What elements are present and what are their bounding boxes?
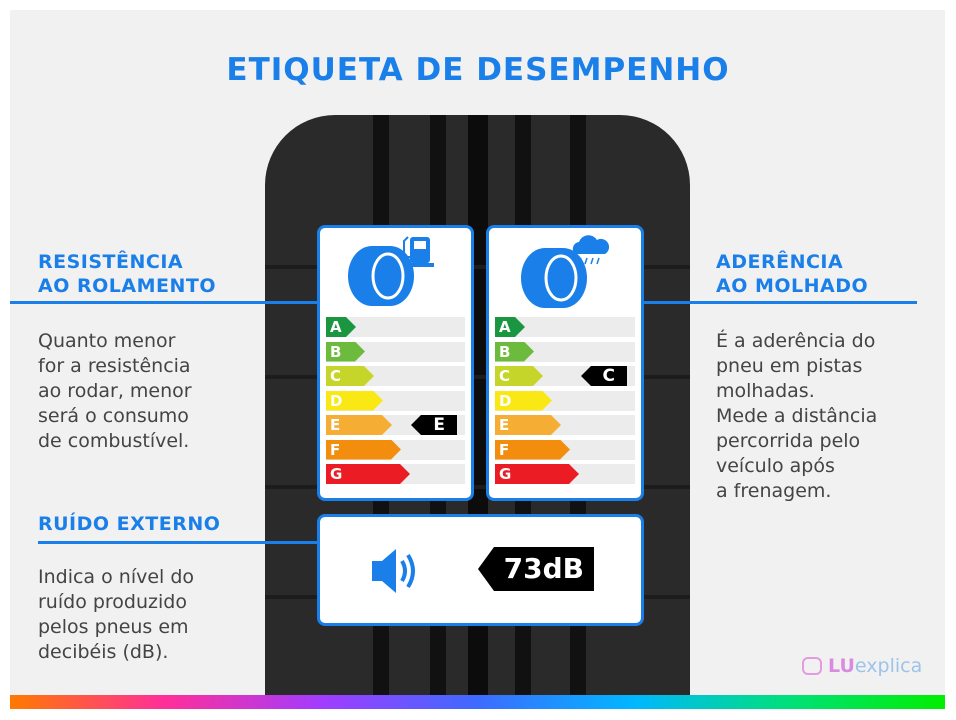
- noise-heading: RUÍDO EXTERNO: [38, 513, 221, 535]
- noise-rule: [38, 541, 320, 544]
- grade-bar-C: C: [495, 366, 543, 386]
- grade-row-B: B: [495, 341, 635, 362]
- grade-bar-F: F: [326, 440, 401, 460]
- rating-marker: E: [411, 415, 457, 435]
- wet-rule: [641, 301, 917, 304]
- rating-marker: C: [581, 366, 627, 386]
- grade-row-G: G: [326, 464, 465, 484]
- grade-bar-D: D: [495, 391, 552, 411]
- grade-bar-G: G: [495, 464, 579, 484]
- grade-row-G: G: [495, 464, 635, 484]
- grade-row-B: B: [326, 341, 465, 362]
- rolling-heading: RESISTÊNCIA AO ROLAMENTO: [38, 251, 216, 297]
- wet-description: É a aderência do pneu em pistas molhadas. M…: [716, 330, 878, 502]
- noise-description: Indica o nível do ruído produzido pelos pn…: [38, 566, 195, 663]
- tire-icon: [521, 248, 587, 308]
- grade-bar-G: G: [326, 464, 410, 484]
- lu-explica-logo: LUexplica: [802, 655, 922, 677]
- fuel-pump-icon: [403, 236, 434, 267]
- grade-row-D: D: [326, 390, 465, 411]
- grade-row-F: F: [495, 439, 635, 460]
- grade-bar-D: D: [326, 391, 383, 411]
- grade-bar-F: F: [495, 440, 570, 460]
- grade-bar-C: C: [326, 366, 374, 386]
- grade-row-C: C: [326, 366, 465, 386]
- page-title: ETIQUETA DE DESEMPENHO: [226, 52, 730, 88]
- grade-bar-B: B: [495, 342, 534, 362]
- grade-bar-E: E: [495, 415, 561, 435]
- grade-bar-B: B: [326, 342, 365, 362]
- grade-row-E: E: [495, 415, 635, 435]
- grade-bar-A: A: [326, 317, 356, 337]
- wet-heading: ADERÊNCIA AO MOLHADO: [716, 251, 869, 297]
- grade-row-F: F: [326, 439, 465, 460]
- grade-row-A: A: [495, 317, 635, 337]
- rolling-description: Quanto menor for a resistência ao rodar, m…: [38, 330, 192, 452]
- rolling-rule: [10, 301, 320, 304]
- grade-row-A: A: [326, 317, 465, 337]
- grade-row-D: D: [495, 390, 635, 411]
- grade-bar-E: E: [326, 415, 392, 435]
- rain-cloud-icon: [572, 235, 610, 265]
- noise-label: 73dB: [317, 514, 644, 626]
- grade-bar-A: A: [495, 317, 525, 337]
- noise-value: 73dB: [478, 547, 594, 591]
- tire-icon: [348, 246, 414, 306]
- rainbow-bar: [10, 695, 945, 709]
- speaker-icon: [372, 549, 415, 593]
